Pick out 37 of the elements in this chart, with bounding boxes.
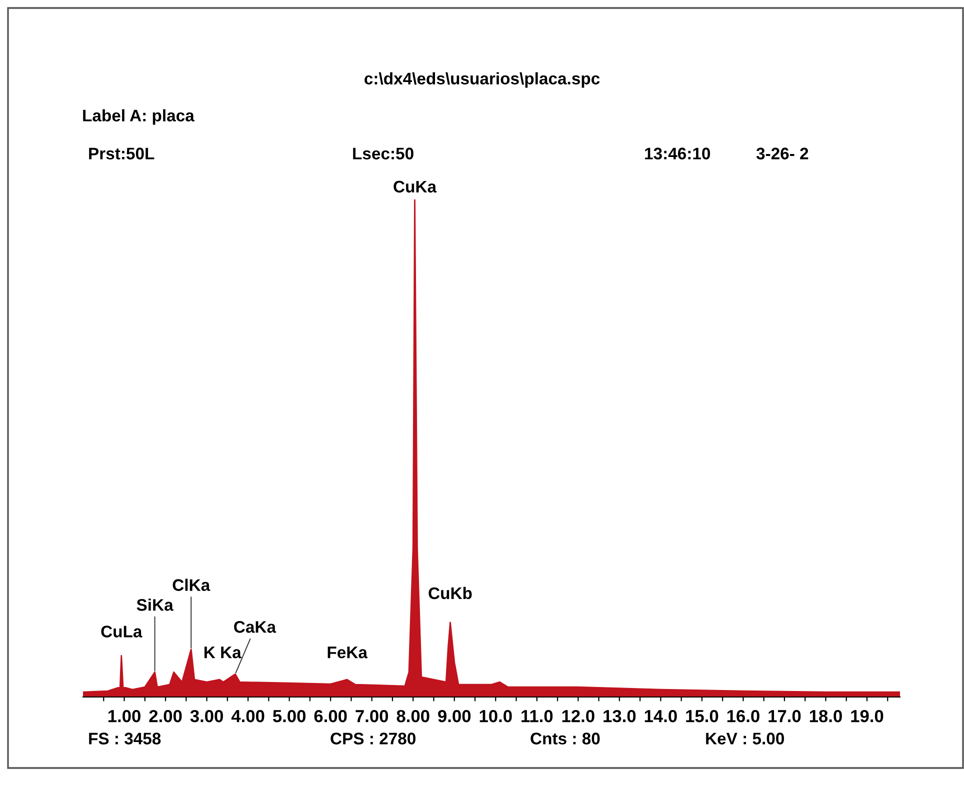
annotation: CaKa (234, 621, 276, 633)
x-tick-label: 1.00 (108, 710, 140, 722)
x-tick-label: 9.00 (438, 710, 471, 722)
text: CPS : 2780 (330, 732, 416, 744)
x-tick-label: 2.00 (149, 710, 182, 722)
x-tick-label: 4.00 (231, 710, 264, 722)
annotation: ClKa (172, 578, 210, 591)
text: FS : 3458 (89, 732, 161, 744)
text: Label A: placa (83, 109, 194, 125)
x-tick-label: 16.0 (727, 710, 760, 722)
annotation: SiKa (136, 598, 174, 611)
x-tick-label: 10.0 (480, 710, 512, 722)
x-tick-label: 6.00 (314, 710, 347, 722)
annotation: CuLa (101, 626, 142, 638)
annotation: CuKb (428, 586, 472, 600)
text: Prst:50L (89, 148, 154, 160)
text: Cnts : 80 (530, 732, 600, 744)
x-tick-label: 12.0 (562, 710, 594, 722)
x-tick-label: 14.0 (644, 710, 677, 722)
x-tick-label: 19.0 (851, 710, 884, 722)
x-tick-label: 11.0 (522, 710, 553, 722)
x-tick-label: 15.0 (686, 710, 718, 722)
x-tick-label: 3.00 (190, 710, 223, 722)
text: 3-26- 2 (756, 148, 808, 160)
x-tick-label: 5.00 (272, 710, 306, 722)
chart-title: c:\dx4\eds\usuarios\placa.spc (364, 72, 600, 88)
x-tick-label: 13.0 (604, 710, 636, 722)
x-tick-label: 18.0 (810, 710, 842, 722)
text: 13:46:10 (645, 148, 710, 160)
x-tick-label: 7.00 (356, 710, 388, 722)
text: Lsec:50 (353, 148, 414, 160)
annotation: K Ka (204, 646, 242, 658)
annotation: FeKa (328, 646, 368, 658)
x-tick-label: 17.0 (768, 710, 801, 722)
text: KeV : 5.00 (706, 732, 784, 744)
x-tick-label: 8.00 (396, 710, 430, 722)
annotation: CuKa (394, 180, 437, 193)
